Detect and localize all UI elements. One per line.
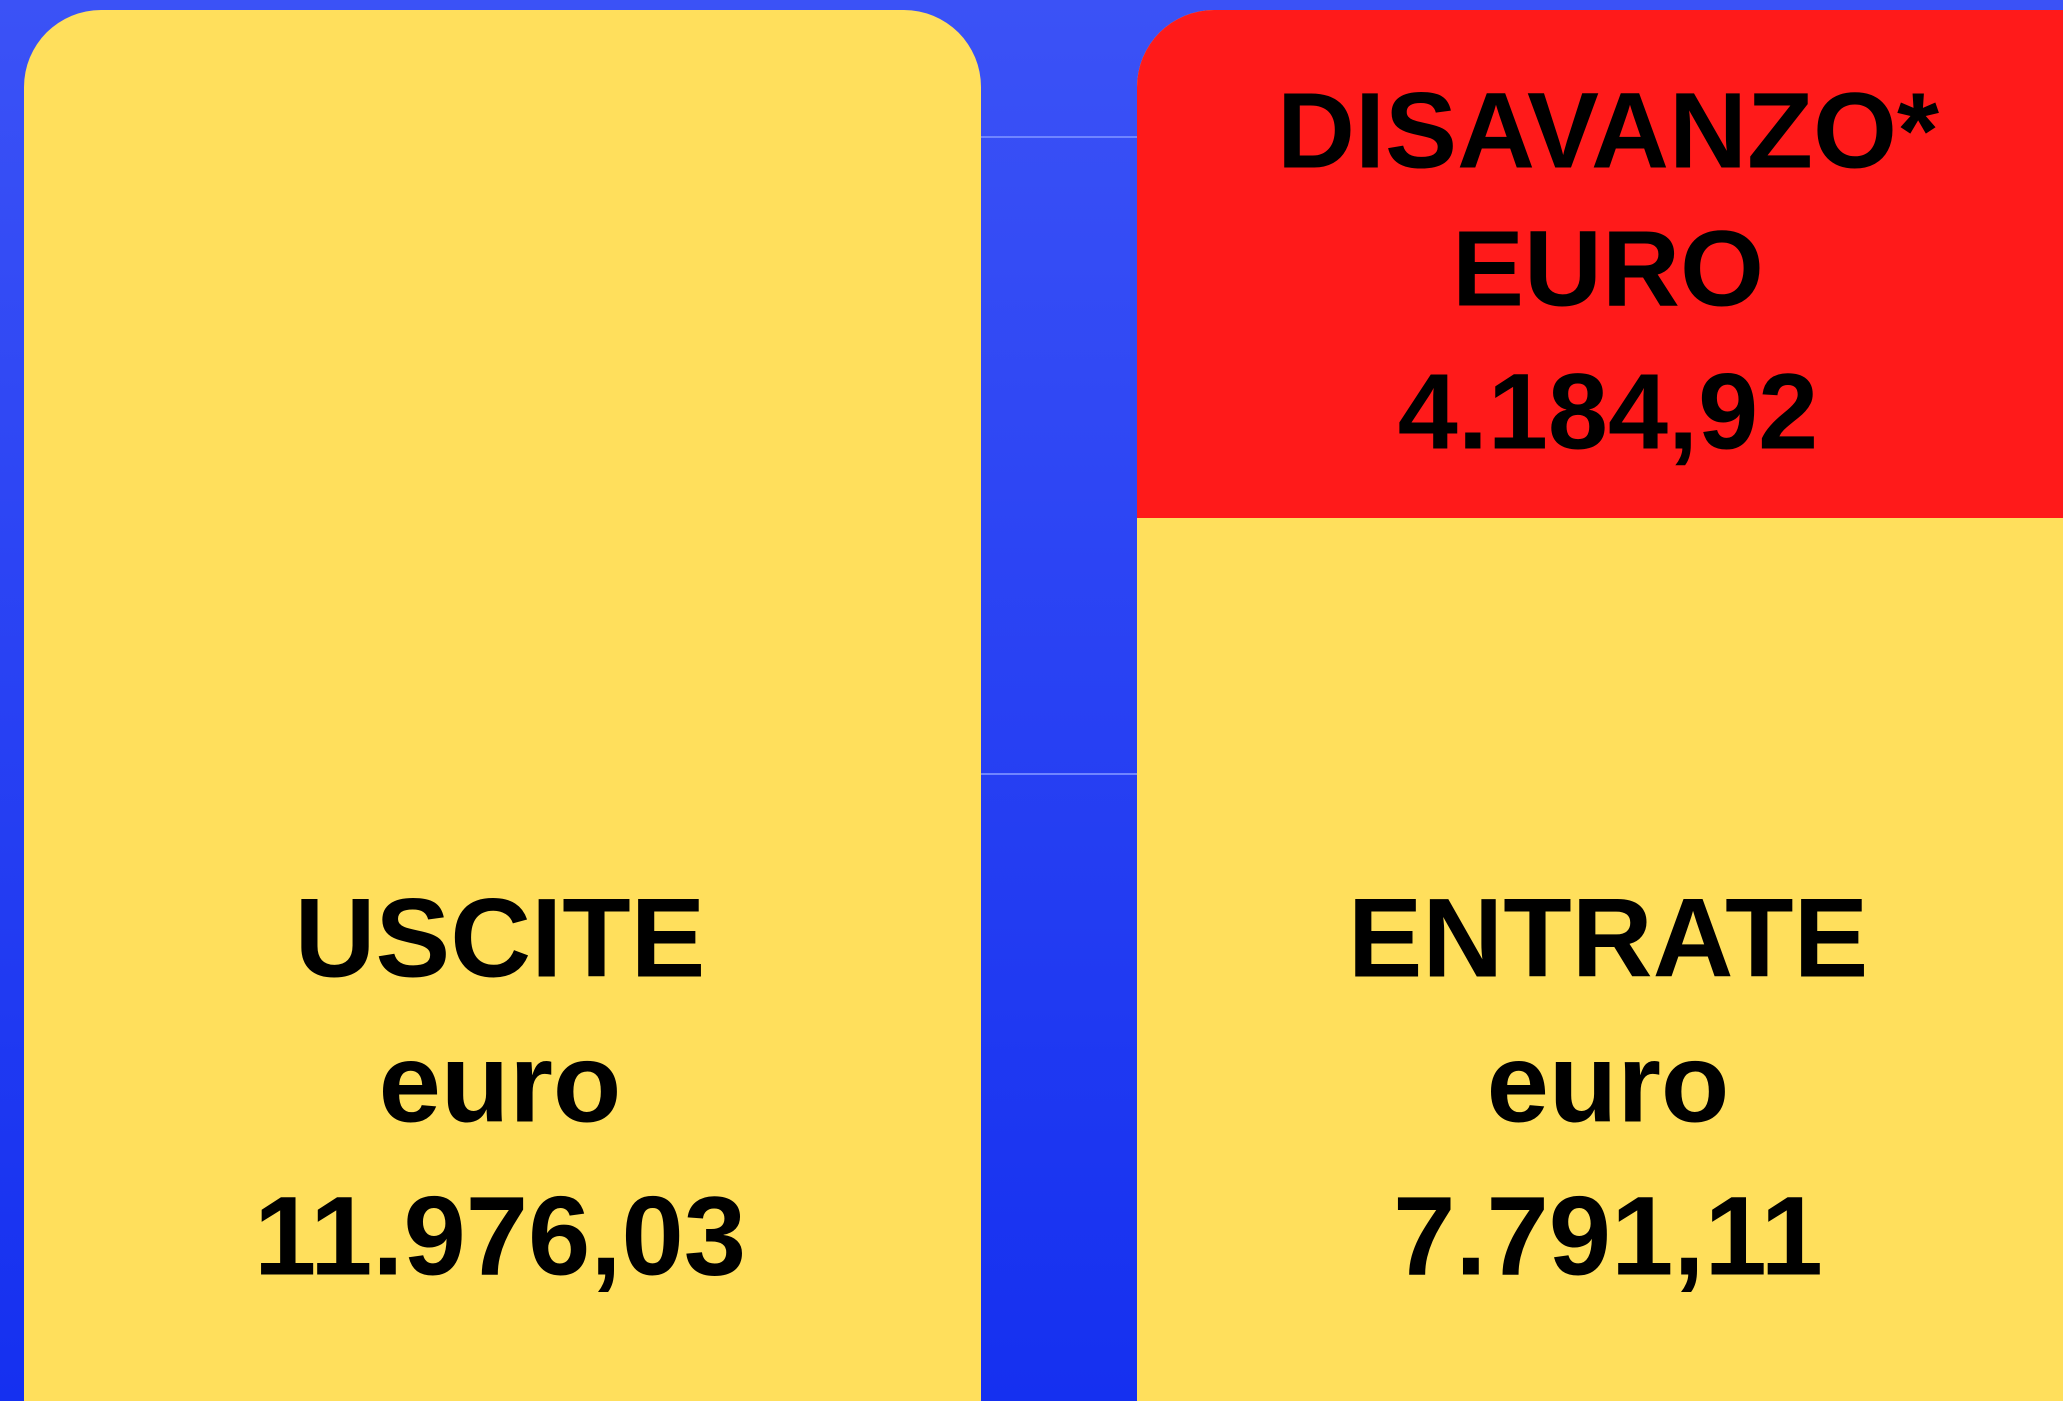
outgoing-amount: 11.976,03: [254, 1174, 746, 1299]
incoming-card: [1137, 10, 2063, 1401]
incoming-unit: euro: [1487, 1021, 1730, 1146]
outgoing-title: USCITE: [295, 876, 706, 1001]
outgoing-unit: euro: [379, 1021, 622, 1146]
deficit-title: DISAVANZO*: [1277, 70, 1939, 191]
deficit-amount: 4.184,92: [1398, 351, 1818, 472]
outgoing-card: [24, 10, 981, 1401]
incoming-title: ENTRATE: [1348, 876, 1869, 1001]
deficit-unit: EURO: [1452, 208, 1764, 329]
incoming-amount: 7.791,11: [1393, 1174, 1823, 1299]
deficit-area: [1137, 10, 2063, 518]
